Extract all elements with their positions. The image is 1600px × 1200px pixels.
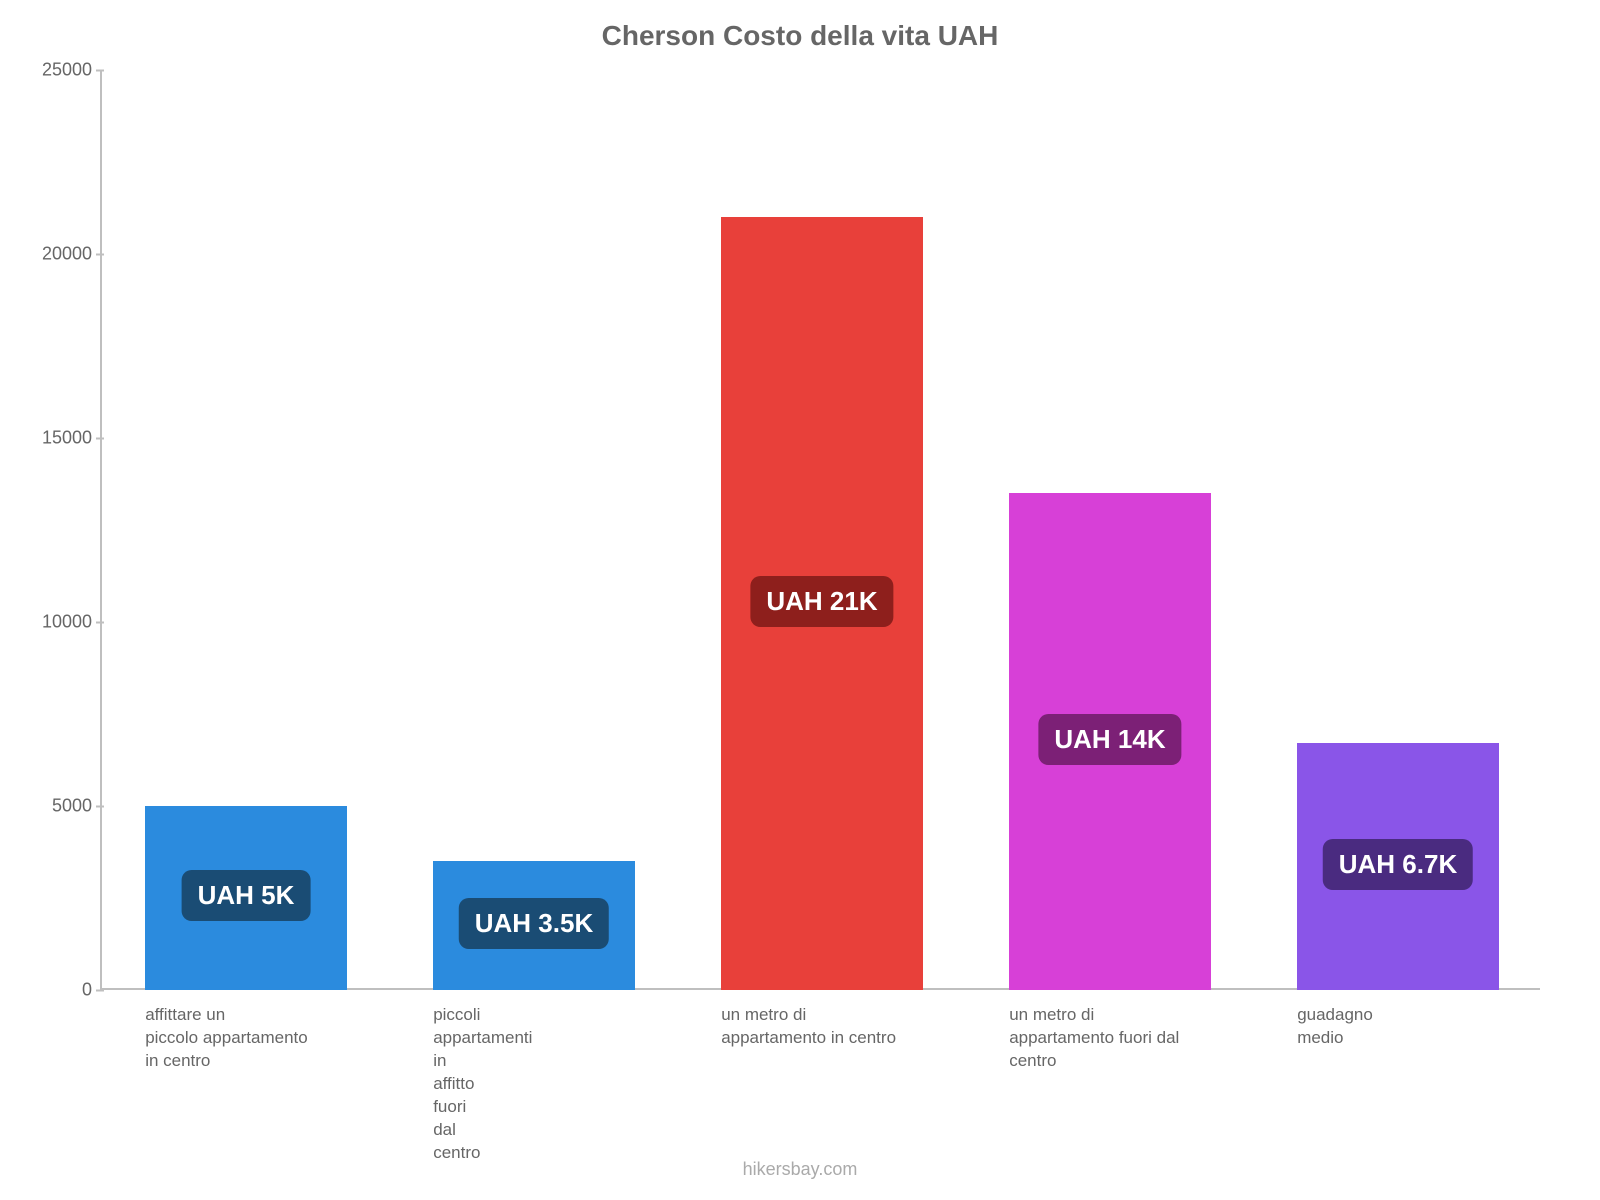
x-category-label: affittare unpiccolo appartamentoin centr…: [145, 1004, 347, 1073]
x-category-label: piccoliappartamentiinaffittofuoridalcent…: [433, 1004, 635, 1165]
bar-value-label: UAH 6.7K: [1323, 839, 1473, 890]
x-category-label: un metro diappartamento in centro: [721, 1004, 923, 1050]
chart-title: Cherson Costo della vita UAH: [0, 20, 1600, 52]
chart-container: Cherson Costo della vita UAH 05000100001…: [0, 0, 1600, 1200]
y-tick: 25000: [32, 60, 92, 81]
bar-value-label: UAH 21K: [750, 576, 893, 627]
y-tick: 15000: [32, 428, 92, 449]
chart-footer: hikersbay.com: [0, 1159, 1600, 1180]
bar-value-label: UAH 5K: [182, 870, 311, 921]
y-tick: 20000: [32, 244, 92, 265]
bar-value-label: UAH 3.5K: [459, 898, 609, 949]
y-tick: 10000: [32, 612, 92, 633]
plot-area: 0500010000150002000025000UAH 5Kaffittare…: [100, 70, 1540, 990]
bar-value-label: UAH 14K: [1038, 714, 1181, 765]
x-category-label: guadagnomedio: [1297, 1004, 1499, 1050]
y-tick: 0: [32, 980, 92, 1001]
y-tick: 5000: [32, 796, 92, 817]
x-category-label: un metro diappartamento fuori dalcentro: [1009, 1004, 1211, 1073]
